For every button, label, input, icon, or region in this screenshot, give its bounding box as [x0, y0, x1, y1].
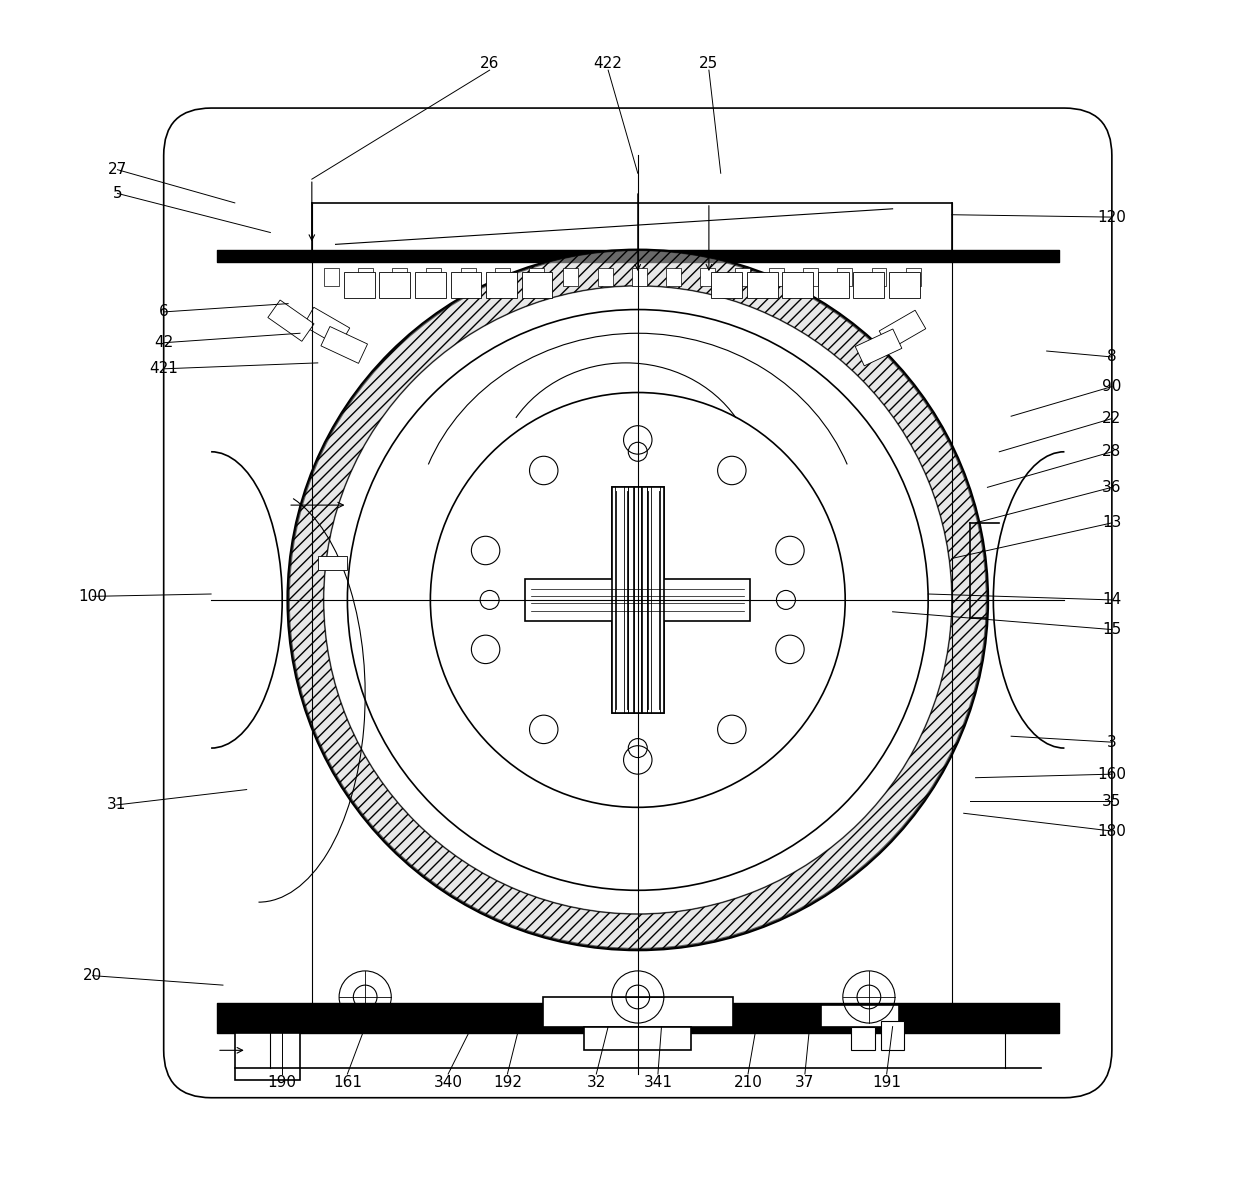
Text: 22: 22 — [1102, 411, 1121, 426]
Bar — [632, 268, 647, 286]
Bar — [415, 272, 445, 298]
Bar — [598, 268, 613, 286]
Text: 341: 341 — [644, 1075, 672, 1089]
Text: 20: 20 — [83, 968, 102, 984]
Text: 3: 3 — [1107, 734, 1117, 750]
Text: 6: 6 — [159, 304, 169, 320]
Text: 8: 8 — [1107, 349, 1117, 365]
Bar — [880, 1020, 904, 1050]
Bar — [666, 268, 681, 286]
Text: 14: 14 — [1102, 593, 1121, 607]
Bar — [769, 268, 784, 286]
Bar — [529, 268, 544, 286]
Text: 100: 100 — [78, 589, 107, 604]
Bar — [853, 272, 884, 298]
Bar — [889, 272, 920, 298]
Text: 160: 160 — [1097, 766, 1126, 782]
Bar — [701, 268, 715, 286]
Text: 340: 340 — [434, 1075, 463, 1089]
Text: 422: 422 — [594, 56, 622, 70]
Bar — [563, 268, 578, 286]
Text: 28: 28 — [1102, 444, 1121, 460]
Bar — [746, 272, 777, 298]
Text: 421: 421 — [149, 361, 179, 377]
Bar — [450, 272, 481, 298]
Text: 5: 5 — [113, 185, 123, 201]
Bar — [234, 1032, 300, 1080]
Text: 15: 15 — [1102, 623, 1121, 637]
Text: 32: 32 — [587, 1075, 606, 1089]
Bar — [427, 268, 441, 286]
Bar — [526, 579, 750, 621]
Bar — [837, 268, 852, 286]
Bar — [611, 487, 663, 713]
Text: 120: 120 — [1097, 209, 1126, 225]
Bar — [343, 272, 374, 298]
Bar — [782, 272, 813, 298]
Text: 161: 161 — [332, 1075, 362, 1089]
Text: 13: 13 — [1102, 516, 1121, 530]
Bar — [460, 268, 476, 286]
Text: 27: 27 — [108, 163, 126, 177]
Bar — [268, 301, 314, 341]
Text: 42: 42 — [154, 335, 174, 350]
Text: 180: 180 — [1097, 823, 1126, 839]
Text: 90: 90 — [1102, 379, 1121, 394]
Text: 192: 192 — [494, 1075, 522, 1089]
Bar — [321, 327, 367, 364]
Bar — [584, 1026, 691, 1050]
Bar — [358, 268, 373, 286]
Text: 35: 35 — [1102, 794, 1121, 809]
Bar — [879, 310, 926, 349]
Bar — [821, 1005, 899, 1026]
Text: 210: 210 — [734, 1075, 763, 1089]
Bar — [495, 268, 510, 286]
Text: 190: 190 — [268, 1075, 296, 1089]
Bar — [734, 268, 749, 286]
Text: 25: 25 — [699, 56, 718, 70]
Text: 26: 26 — [480, 56, 500, 70]
Bar — [905, 268, 921, 286]
Text: 31: 31 — [107, 797, 126, 813]
Bar — [712, 272, 742, 298]
Bar — [818, 272, 848, 298]
Bar — [611, 487, 663, 713]
Bar — [872, 268, 887, 286]
Bar — [303, 308, 350, 347]
Bar — [379, 272, 410, 298]
Bar — [324, 268, 339, 286]
Bar — [543, 997, 733, 1026]
Bar — [856, 329, 901, 366]
Bar — [851, 1026, 875, 1050]
Text: 37: 37 — [795, 1075, 815, 1089]
Bar — [392, 268, 407, 286]
Text: 191: 191 — [872, 1075, 901, 1089]
Bar — [522, 272, 553, 298]
Text: 36: 36 — [1102, 480, 1122, 495]
Bar — [317, 556, 347, 570]
Bar — [486, 272, 517, 298]
Bar — [804, 268, 818, 286]
